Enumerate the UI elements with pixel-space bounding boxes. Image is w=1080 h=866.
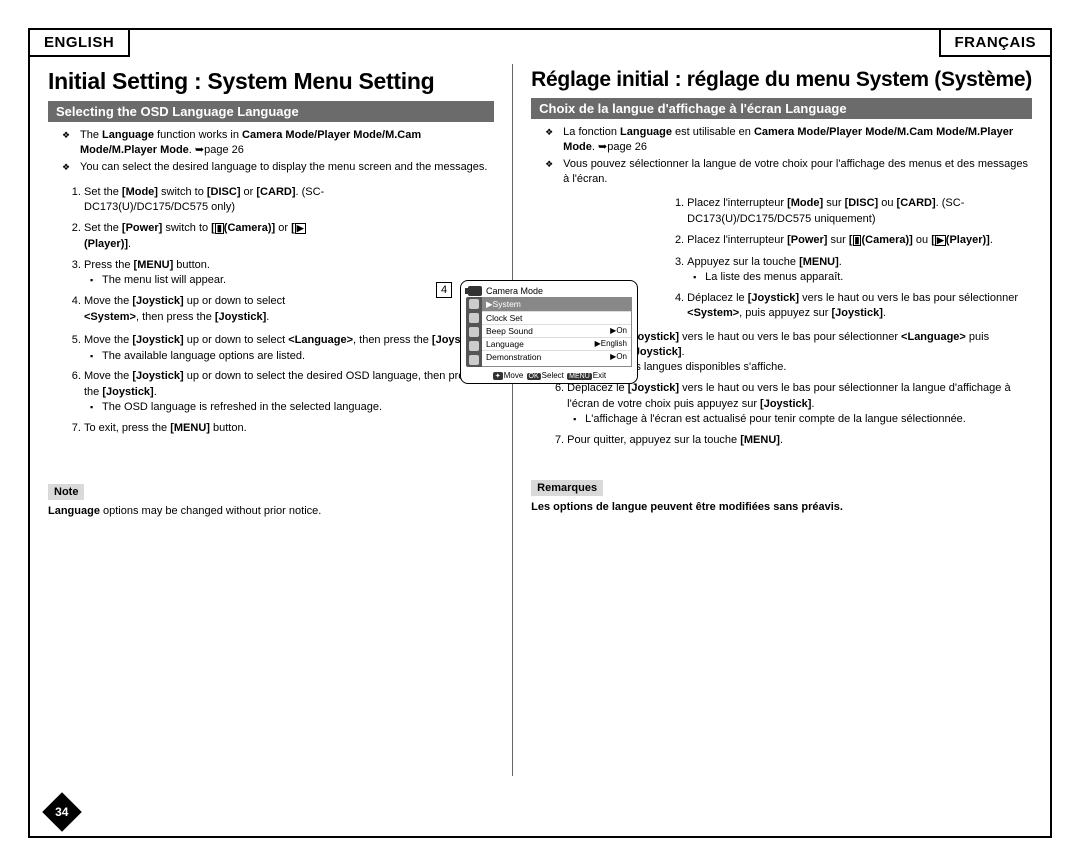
lang-tab-francais: FRANÇAIS	[939, 28, 1053, 57]
subtitle-fr: Choix de la langue d'affichage à l'écran…	[531, 98, 1032, 119]
note-label-fr: Remarques	[531, 480, 603, 496]
note-label-en: Note	[48, 484, 84, 500]
steps-en-cont: Move the [Joystick] up or down to select…	[48, 333, 494, 436]
columns: Initial Setting : System Menu Setting Se…	[30, 30, 1050, 836]
manual-page: ENGLISH FRANÇAIS Initial Setting : Syste…	[28, 28, 1052, 838]
intro-bullets-en: The Language function works in Camera Mo…	[48, 128, 494, 175]
title-fr: Réglage initial : réglage du menu System…	[531, 68, 1032, 92]
steps-en: Set the [Mode] switch to [DISC] or [CARD…	[48, 185, 344, 326]
page-number: 34	[42, 792, 82, 832]
intro-bullets-fr: La fonction Language est utilisable en C…	[531, 125, 1032, 186]
column-english: Initial Setting : System Menu Setting Se…	[30, 60, 512, 836]
osd-side-icons	[466, 297, 482, 367]
camera-icon	[468, 286, 482, 296]
osd-diagram: 4 Camera Mode ▶System Clock Set Beep Sou…	[460, 280, 638, 384]
subtitle-en: Selecting the OSD Language Language	[48, 101, 494, 122]
lang-tab-english: ENGLISH	[28, 28, 130, 57]
note-en: Language options may be changed without …	[48, 504, 494, 519]
note-fr: Les options de langue peuvent être modif…	[531, 500, 1032, 515]
column-francais: Réglage initial : réglage du menu System…	[513, 60, 1050, 836]
title-en: Initial Setting : System Menu Setting	[48, 68, 494, 95]
osd-footer: ✦Move OKSelect MENUExit	[466, 367, 632, 380]
osd-menu: ▶System Clock Set Beep Sound▶On Language…	[482, 297, 632, 367]
osd-step-number: 4	[436, 282, 452, 298]
